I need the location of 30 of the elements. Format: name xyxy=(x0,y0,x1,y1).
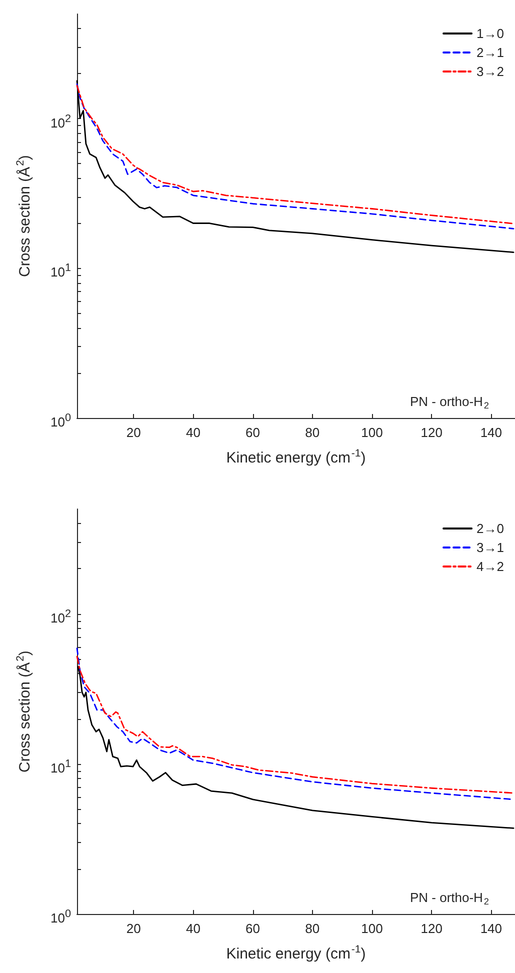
y-tick-label: 10$^{1}$ xyxy=(50,756,71,776)
legend-label: 2→0 xyxy=(476,521,504,536)
x-tick-label: 120 xyxy=(420,425,442,440)
x-tick-label: 60 xyxy=(246,921,260,936)
x-tick-label: 40 xyxy=(186,425,200,440)
x-tick-label: 100 xyxy=(361,425,383,440)
y-tick-label: 10$^{2}$ xyxy=(50,112,71,131)
x-tick-label: 140 xyxy=(480,921,502,936)
x-tick-label: 80 xyxy=(305,425,320,440)
legend-label: 3→2 xyxy=(476,64,504,79)
x-tick-label: 60 xyxy=(246,425,260,440)
y-axis-title: Cross section (Å2) xyxy=(14,650,34,772)
x-tick-label: 40 xyxy=(186,921,200,936)
x-tick-label: 20 xyxy=(126,425,141,440)
y-tick-label: 10$^{0}$ xyxy=(50,907,71,926)
x-tick-label: 140 xyxy=(480,425,502,440)
legend-label: 2→1 xyxy=(476,45,504,60)
x-tick-label: 120 xyxy=(420,921,442,936)
legend-label: 4→2 xyxy=(476,559,504,574)
x-tick-label: 80 xyxy=(305,921,320,936)
y-tick-label: 10$^{0}$ xyxy=(50,411,71,430)
line-series xyxy=(77,666,514,829)
legend-label: 3→1 xyxy=(476,540,504,555)
legend-label: 1→0 xyxy=(476,26,504,41)
line-series xyxy=(76,80,514,253)
y-tick-label: 10$^{2}$ xyxy=(50,606,71,626)
y-axis-title: Cross section (Å2) xyxy=(14,155,34,277)
y-tick-label: 10$^{1}$ xyxy=(50,261,71,281)
x-tick-label: 100 xyxy=(361,921,383,936)
x-tick-label: 20 xyxy=(126,921,141,936)
